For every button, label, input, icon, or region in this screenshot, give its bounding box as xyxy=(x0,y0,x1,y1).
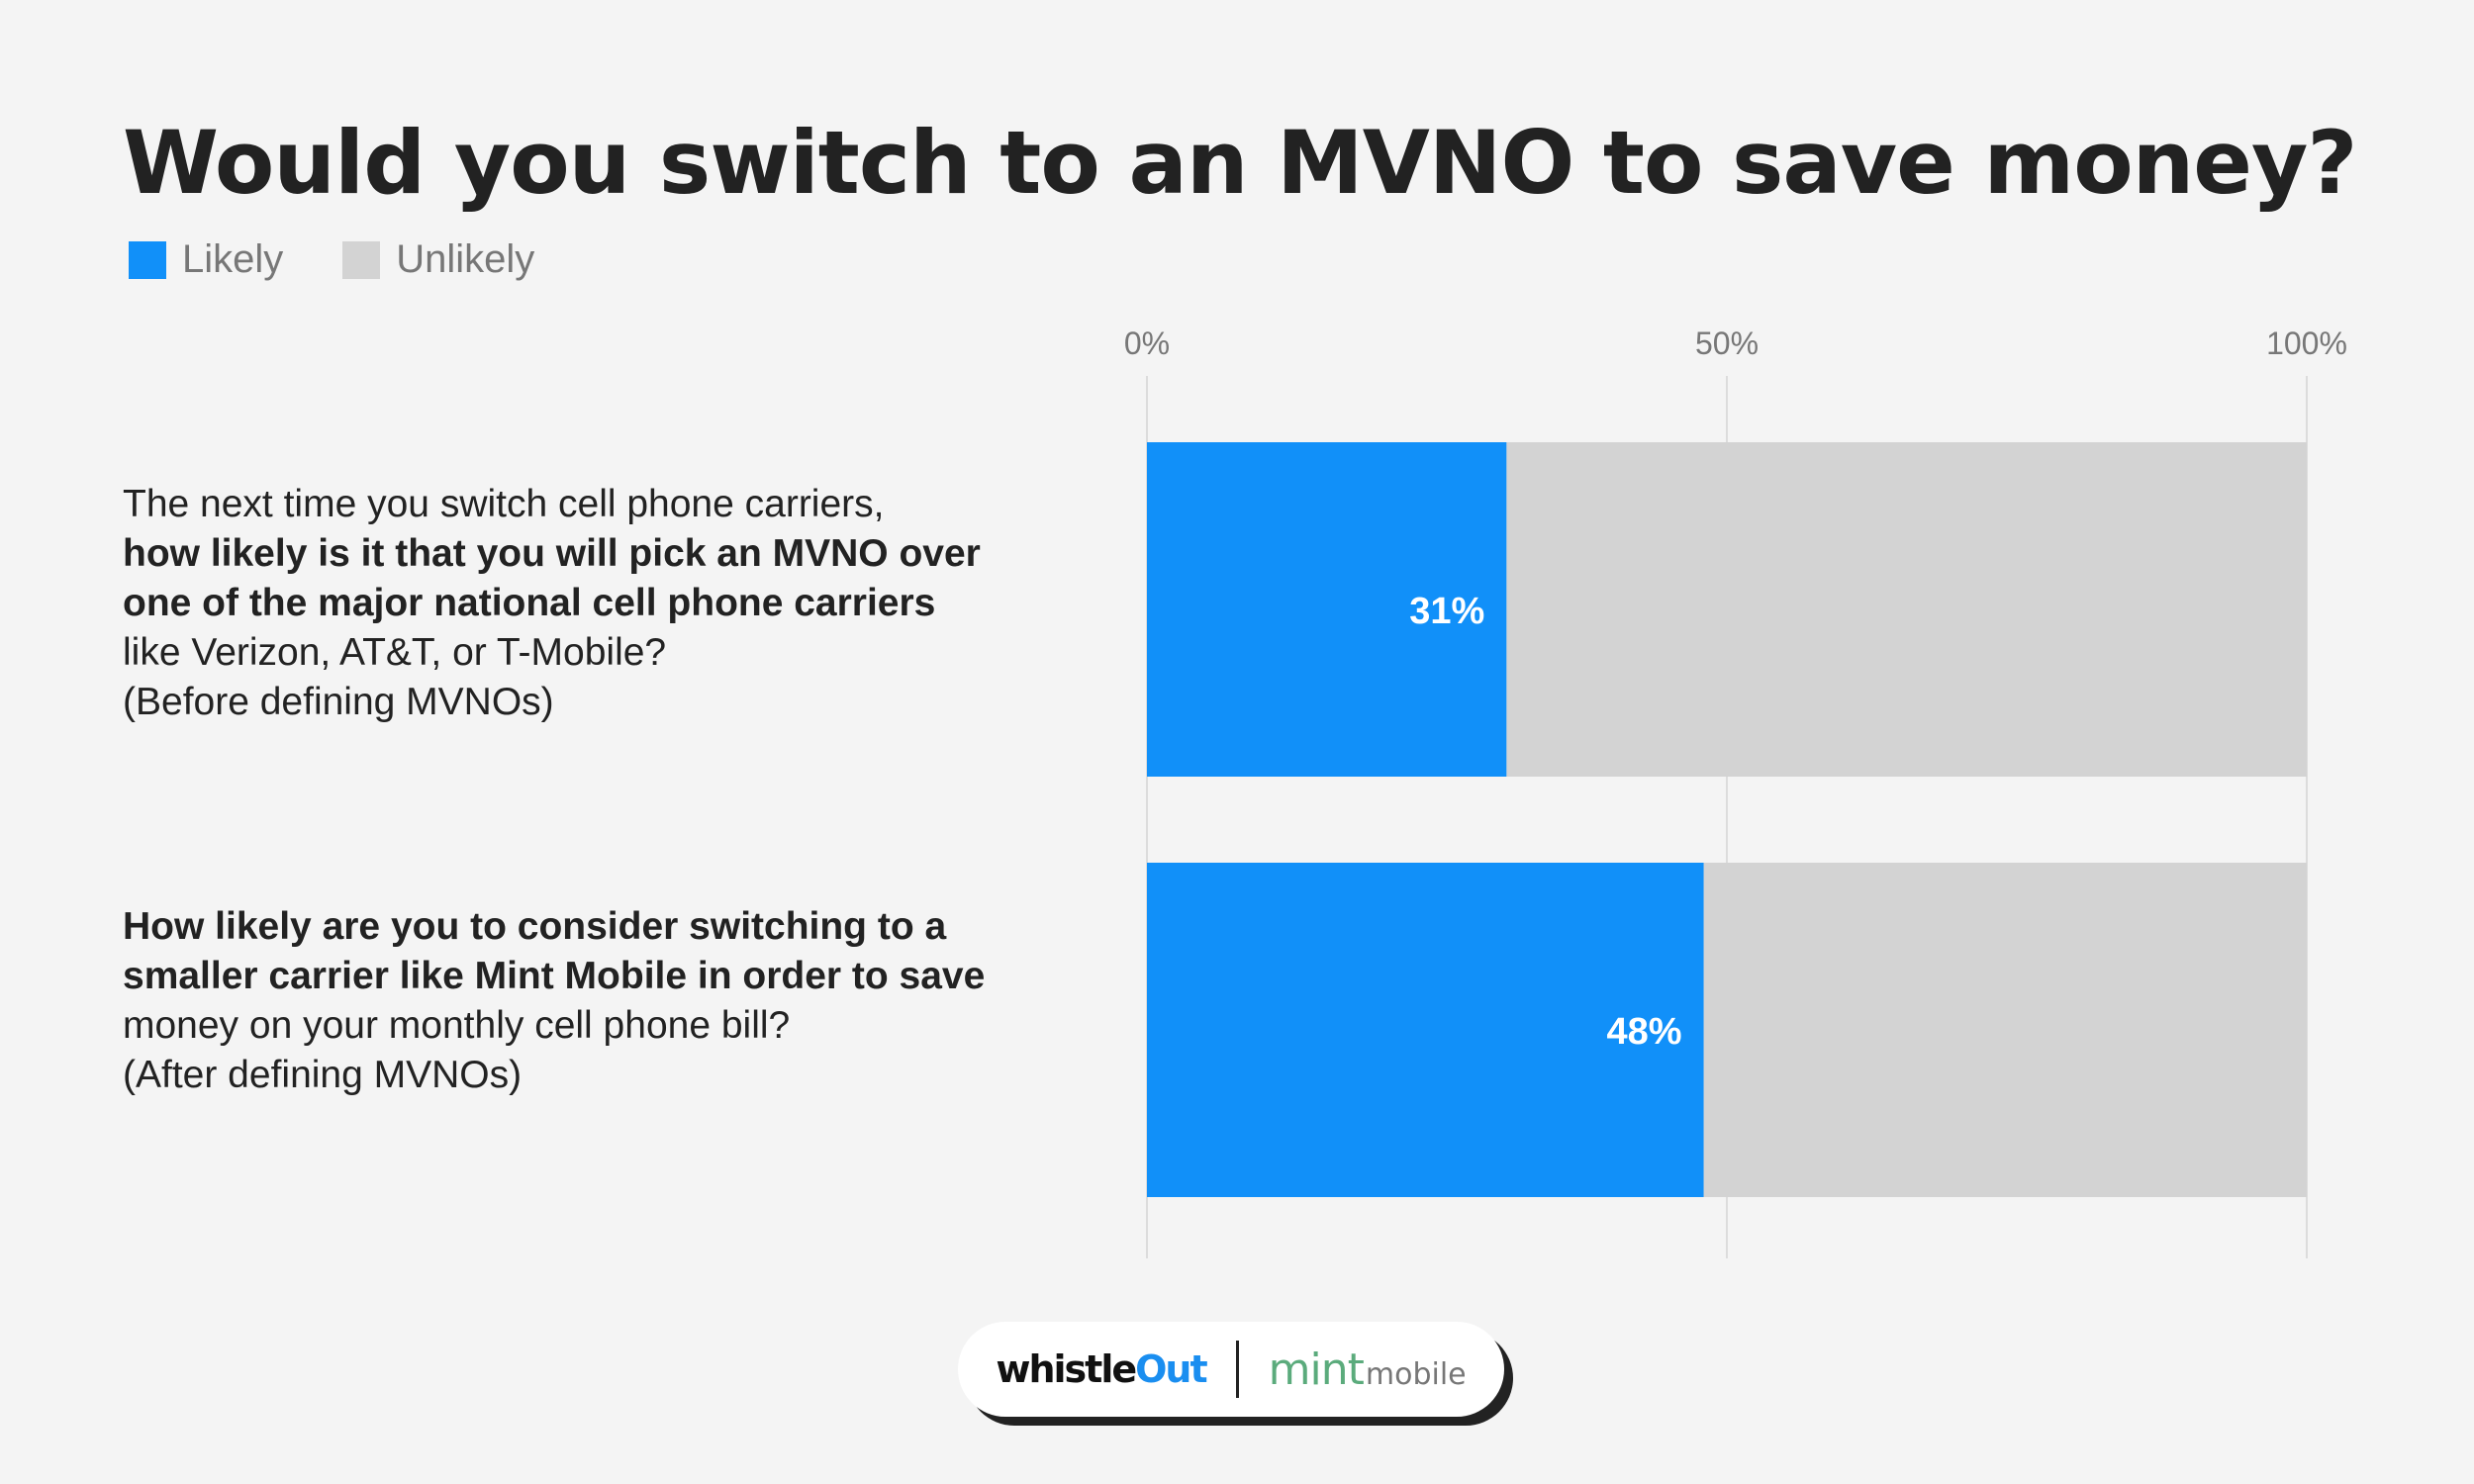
x-tick-label: 0% xyxy=(1124,325,1170,361)
bar-likely xyxy=(1147,863,1704,1197)
legend-swatch-likely xyxy=(129,240,166,279)
category-1-line: The next time you switch cell phone carr… xyxy=(123,483,885,525)
footer-logo-pill: whistleOut mint mobile xyxy=(958,1322,1504,1417)
category-2-line: smaller carrier like Mint Mobile in orde… xyxy=(123,955,986,997)
bar-unlikely xyxy=(1506,442,2307,777)
whistleout-logo: whistleOut xyxy=(996,1347,1207,1391)
mint-mobile-logo: mint mobile xyxy=(1268,1344,1467,1395)
bar-unlikely xyxy=(1703,863,2307,1197)
x-tick-label: 50% xyxy=(1695,325,1759,361)
legend-label-unlikely: Unlikely xyxy=(396,237,535,281)
chart-title: Would you switch to an MVNO to save mone… xyxy=(123,112,2357,214)
category-2-line: (After defining MVNOs) xyxy=(123,1054,523,1096)
category-1-line: one of the major national cell phone car… xyxy=(123,582,936,624)
data-label: 31% xyxy=(1409,591,1484,632)
category-1-line: (Before defining MVNOs) xyxy=(123,681,554,723)
legend-swatch-unlikely xyxy=(342,240,381,279)
category-label-2: How likely are you to consider switching… xyxy=(123,902,1093,1100)
category-2-line: How likely are you to consider switching… xyxy=(123,905,947,948)
bar-likely xyxy=(1147,442,1507,777)
category-1-line: like Verizon, AT&T, or T-Mobile? xyxy=(123,631,667,674)
x-tick-label: 100% xyxy=(2266,325,2347,361)
legend-item-unlikely: Unlikely xyxy=(342,237,534,282)
logo-divider xyxy=(1235,1341,1239,1398)
legend-item-likely: Likely xyxy=(129,237,283,282)
data-label: 48% xyxy=(1606,1011,1681,1053)
category-1-line: how likely is it that you will pick an M… xyxy=(123,532,981,575)
category-label-1: The next time you switch cell phone carr… xyxy=(123,480,1093,727)
legend-label-likely: Likely xyxy=(182,237,284,281)
legend: Likely Unlikely xyxy=(129,237,594,282)
category-2-line: money on your monthly cell phone bill? xyxy=(123,1004,791,1047)
